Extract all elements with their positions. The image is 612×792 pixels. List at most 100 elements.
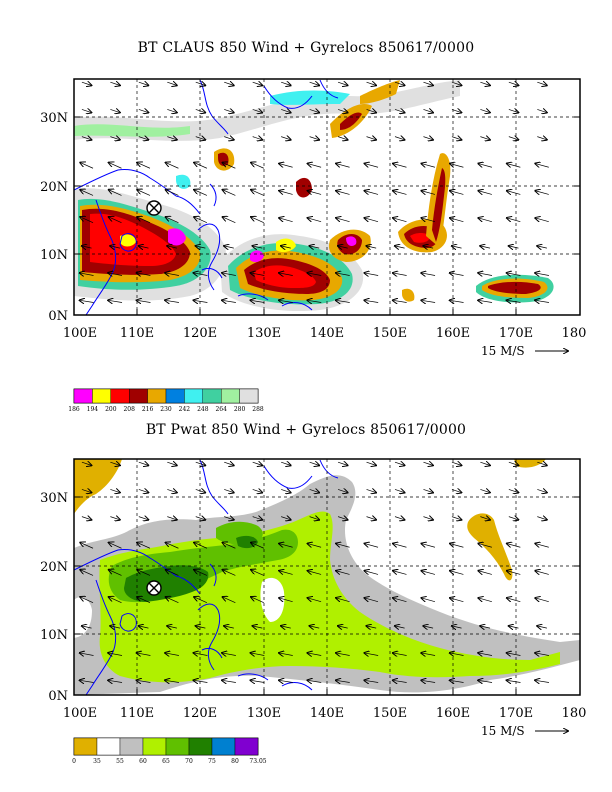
graticule bbox=[74, 79, 580, 315]
wind-vector-arrow bbox=[450, 571, 464, 575]
wind-vector-arrow bbox=[421, 544, 436, 548]
wind-vector-arrow bbox=[109, 190, 122, 196]
wind-vector-arrow bbox=[81, 517, 91, 520]
wind-vector-arrow bbox=[393, 300, 407, 302]
wind-vector-arrow bbox=[251, 190, 264, 196]
y-axis-labels: 0N 10N 20N 30N bbox=[40, 491, 68, 704]
legend-label: 60 bbox=[139, 758, 147, 765]
wind-vector-arrow bbox=[137, 300, 151, 302]
wind-vector-arrow bbox=[366, 246, 377, 248]
wind-vector-arrow bbox=[80, 680, 94, 682]
wind-vector-arrow bbox=[195, 489, 205, 492]
wind-vector-arrow bbox=[108, 273, 123, 276]
wind-vector-arrow bbox=[137, 217, 151, 223]
wind-vector-arrow bbox=[421, 571, 436, 575]
wind-vector-arrow bbox=[251, 680, 265, 682]
wind-vector-arrow bbox=[537, 517, 546, 520]
wind-vector-arrow bbox=[394, 489, 404, 492]
legend-label: 242 bbox=[179, 406, 191, 413]
wind-vector-arrow bbox=[251, 543, 264, 549]
wind-vector-arrow bbox=[480, 246, 491, 248]
legend-label: 248 bbox=[197, 406, 209, 413]
wind-vector-arrow bbox=[535, 544, 549, 548]
wind-vector-arrow bbox=[394, 109, 404, 112]
wind-vector-arrow bbox=[279, 598, 293, 602]
wind-vector-arrow bbox=[252, 489, 262, 492]
wind-vector-arrow bbox=[451, 109, 461, 112]
wind-vector-arrow bbox=[279, 680, 293, 682]
wind-vector-arrow bbox=[450, 191, 464, 195]
legend-label: 80 bbox=[231, 758, 239, 765]
wind-vector-arrow bbox=[167, 626, 177, 628]
wind-vector-arrow bbox=[196, 626, 206, 628]
wind-vector-arrow bbox=[478, 273, 493, 276]
wind-vector-arrow bbox=[80, 543, 94, 549]
wind-vector-arrow bbox=[308, 571, 322, 575]
wind-vector-arrow bbox=[507, 680, 521, 682]
wind-vector-arrow bbox=[139, 626, 149, 628]
wind-vector-arrow bbox=[80, 217, 94, 223]
wind-vector-arrow bbox=[281, 246, 291, 248]
wind-vector-arrow bbox=[423, 109, 432, 112]
wind-vector-arrow bbox=[137, 190, 151, 196]
wind-vector-arrow bbox=[535, 571, 549, 575]
wind-vector-arrow bbox=[224, 137, 233, 140]
legend-label: 55 bbox=[116, 758, 124, 765]
wind-vector-arrow bbox=[336, 544, 350, 548]
wind-vector-arrow bbox=[337, 462, 347, 465]
wind-vector-arrow bbox=[167, 246, 177, 248]
wind-vector-arrow bbox=[194, 680, 208, 682]
wind-vector-arrow bbox=[281, 137, 290, 140]
y-axis-labels: 0N 10N 20N 30N bbox=[40, 111, 68, 324]
wind-vector-arrow bbox=[537, 462, 546, 465]
wind-vector-arrow bbox=[480, 82, 489, 85]
wind-vector-arrow bbox=[165, 300, 180, 302]
legend-label: 288 bbox=[252, 406, 264, 413]
wind-vector-arrow bbox=[196, 246, 206, 248]
wind-vector-arrow bbox=[224, 489, 233, 492]
wind-vector-arrow bbox=[165, 273, 179, 276]
wind-vector-arrow bbox=[423, 82, 432, 85]
wind-vector-arrow bbox=[166, 217, 179, 223]
wind-vector-arrow bbox=[365, 571, 379, 575]
wind-vector-arrow bbox=[224, 462, 233, 465]
wind-vector-arrow bbox=[251, 653, 265, 656]
wind-vector-arrow bbox=[252, 462, 262, 465]
wind-vector-arrow bbox=[509, 246, 519, 248]
wind-vector-arrow bbox=[337, 109, 347, 112]
wind-vector-arrow bbox=[222, 653, 236, 656]
axis-ticks bbox=[74, 116, 580, 315]
color-legend-claus: 186 194 200 208 216 230 242 248 264 280 288 bbox=[68, 388, 264, 413]
wind-vector-arrow bbox=[478, 653, 493, 656]
wind-vector-arrow bbox=[336, 653, 350, 656]
wind-vector-arrow bbox=[223, 570, 236, 576]
wind-vector-arrow bbox=[478, 191, 492, 195]
legend-swatch bbox=[73, 388, 93, 404]
wind-vector-arrow bbox=[507, 571, 521, 575]
wind-vector-arrow bbox=[167, 517, 176, 520]
wind-vector-arrow bbox=[137, 680, 151, 682]
wind-vector-arrow bbox=[393, 680, 407, 682]
wind-vector-arrow bbox=[537, 137, 546, 140]
vector-reference-label: 15 M/S bbox=[481, 344, 525, 358]
legend-swatch bbox=[188, 737, 213, 756]
wind-vector-arrow bbox=[139, 246, 149, 248]
wind-vector-arrow bbox=[138, 109, 148, 112]
wind-vector-arrow bbox=[110, 489, 119, 492]
legend-swatch bbox=[211, 737, 236, 756]
wind-vector-arrow bbox=[366, 137, 376, 140]
wind-vector-arrow bbox=[281, 517, 290, 520]
wind-vector-arrow bbox=[281, 82, 290, 85]
wind-vector-arrow bbox=[195, 109, 205, 112]
wind-vector-arrow bbox=[308, 164, 322, 168]
legend-swatch bbox=[184, 388, 203, 404]
y-tick-label: 30N bbox=[40, 111, 68, 126]
wind-vector-arrow bbox=[421, 164, 436, 168]
wind-vector-arrow bbox=[194, 570, 208, 576]
wind-vector-arrow bbox=[338, 626, 348, 628]
wind-vector-arrow bbox=[166, 597, 179, 603]
wind-vector-arrow bbox=[81, 137, 91, 140]
wind-vector-arrow bbox=[535, 598, 549, 602]
y-tick-label: 0N bbox=[48, 309, 68, 324]
x-tick-label: 180 bbox=[562, 326, 587, 341]
